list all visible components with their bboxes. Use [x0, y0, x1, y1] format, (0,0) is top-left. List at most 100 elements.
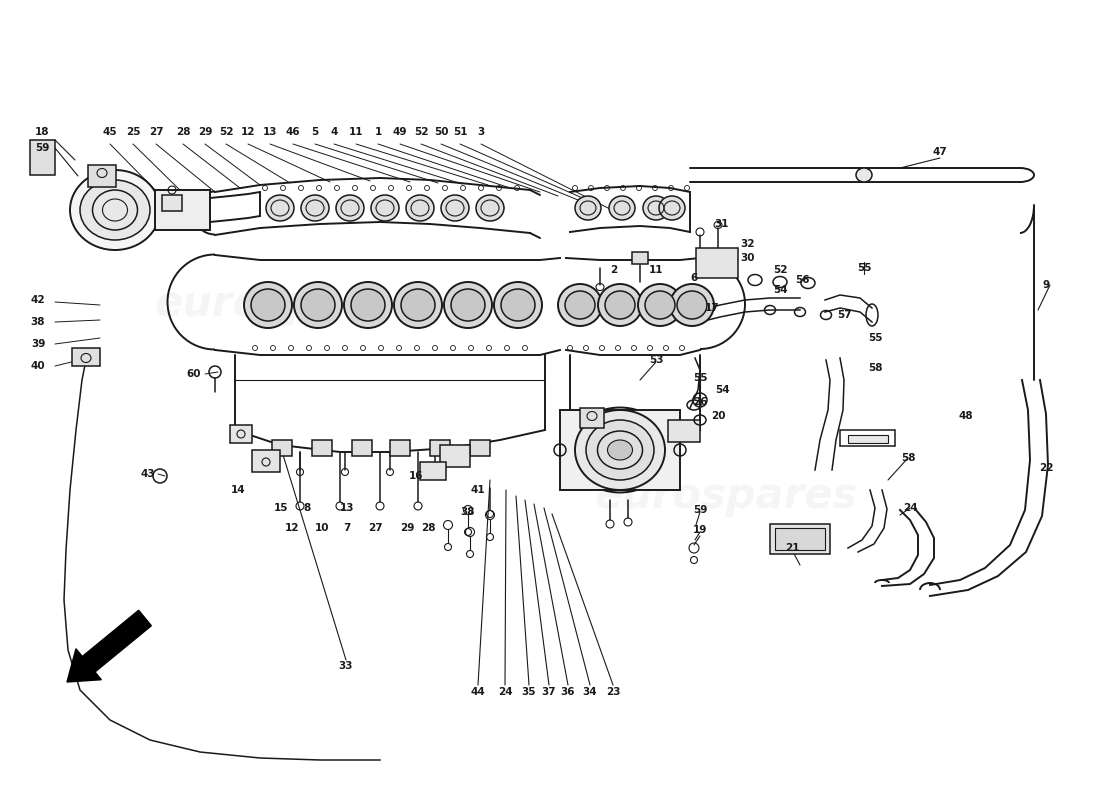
Ellipse shape	[402, 289, 434, 321]
Ellipse shape	[644, 196, 669, 220]
Text: 59: 59	[35, 143, 50, 153]
Text: 3: 3	[477, 127, 485, 137]
Text: 59: 59	[693, 505, 707, 515]
Text: 13: 13	[340, 503, 354, 513]
Text: 44: 44	[471, 687, 485, 697]
Ellipse shape	[670, 284, 714, 326]
Bar	[840, 430, 895, 446]
Text: 43: 43	[141, 469, 155, 479]
Ellipse shape	[476, 195, 504, 221]
Text: 23: 23	[606, 687, 620, 697]
Bar	[162, 195, 182, 211]
Text: 15: 15	[274, 503, 288, 513]
Ellipse shape	[294, 282, 342, 328]
Text: 51: 51	[453, 127, 468, 137]
Text: 49: 49	[393, 127, 407, 137]
Text: 24: 24	[903, 503, 917, 513]
Text: eurospares: eurospares	[154, 283, 418, 325]
Text: 5: 5	[311, 127, 319, 137]
Ellipse shape	[441, 195, 469, 221]
Bar	[155, 190, 210, 230]
Text: 11: 11	[349, 127, 363, 137]
Ellipse shape	[659, 196, 685, 220]
Ellipse shape	[645, 291, 675, 319]
Text: 12: 12	[285, 523, 299, 533]
Bar	[430, 440, 450, 456]
Ellipse shape	[598, 284, 642, 326]
Text: 30: 30	[740, 253, 756, 263]
Bar	[696, 248, 738, 278]
Text: 28: 28	[176, 127, 190, 137]
Bar	[848, 435, 888, 443]
Ellipse shape	[80, 180, 150, 240]
Ellipse shape	[575, 196, 601, 220]
Text: 54: 54	[772, 285, 788, 295]
Text: 45: 45	[102, 127, 118, 137]
Ellipse shape	[301, 195, 329, 221]
Text: 22: 22	[1038, 463, 1054, 473]
Text: 50: 50	[433, 127, 449, 137]
Ellipse shape	[251, 289, 285, 321]
Ellipse shape	[605, 291, 635, 319]
Text: 29: 29	[198, 127, 212, 137]
Bar	[560, 410, 680, 490]
Bar	[312, 440, 332, 456]
Text: 58: 58	[868, 363, 882, 373]
Text: 13: 13	[263, 127, 277, 137]
Ellipse shape	[244, 282, 292, 328]
Ellipse shape	[394, 282, 442, 328]
Ellipse shape	[586, 420, 654, 480]
Bar	[770, 524, 830, 554]
Bar	[230, 425, 252, 443]
Ellipse shape	[500, 289, 535, 321]
Text: 29: 29	[399, 523, 415, 533]
Bar	[252, 450, 280, 472]
Text: 60: 60	[187, 369, 201, 379]
Text: 12: 12	[241, 127, 255, 137]
Text: 1: 1	[374, 127, 382, 137]
Text: 10: 10	[315, 523, 329, 533]
Text: 28: 28	[420, 523, 436, 533]
Text: 38: 38	[461, 507, 475, 517]
Text: 20: 20	[711, 411, 725, 421]
Text: 36: 36	[561, 687, 575, 697]
Text: 41: 41	[471, 485, 485, 495]
Bar	[420, 462, 446, 480]
Bar	[440, 445, 470, 467]
Ellipse shape	[344, 282, 392, 328]
Bar	[30, 140, 55, 175]
Text: 58: 58	[901, 453, 915, 463]
Bar	[390, 440, 410, 456]
Ellipse shape	[266, 195, 294, 221]
Text: 4: 4	[330, 127, 338, 137]
Text: 18: 18	[35, 127, 50, 137]
Ellipse shape	[406, 195, 434, 221]
Bar	[352, 440, 372, 456]
Text: 7: 7	[343, 523, 351, 533]
Text: 35: 35	[521, 687, 537, 697]
Text: 55: 55	[857, 263, 871, 273]
Ellipse shape	[558, 284, 602, 326]
Text: 24: 24	[497, 687, 513, 697]
Bar	[580, 408, 604, 428]
Bar	[668, 420, 700, 442]
Text: 55: 55	[868, 333, 882, 343]
Text: 25: 25	[125, 127, 141, 137]
Ellipse shape	[676, 291, 707, 319]
Bar	[72, 348, 100, 366]
Text: 47: 47	[933, 147, 947, 157]
Ellipse shape	[371, 195, 399, 221]
Text: 8: 8	[304, 503, 310, 513]
Text: 21: 21	[784, 543, 800, 553]
Ellipse shape	[451, 289, 485, 321]
Bar	[88, 165, 116, 187]
Text: 48: 48	[959, 411, 974, 421]
Ellipse shape	[444, 282, 492, 328]
Ellipse shape	[336, 195, 364, 221]
Text: 56: 56	[794, 275, 810, 285]
Ellipse shape	[351, 289, 385, 321]
Text: 57: 57	[838, 310, 853, 320]
Bar	[776, 528, 825, 550]
Ellipse shape	[494, 282, 542, 328]
Bar	[272, 440, 292, 456]
